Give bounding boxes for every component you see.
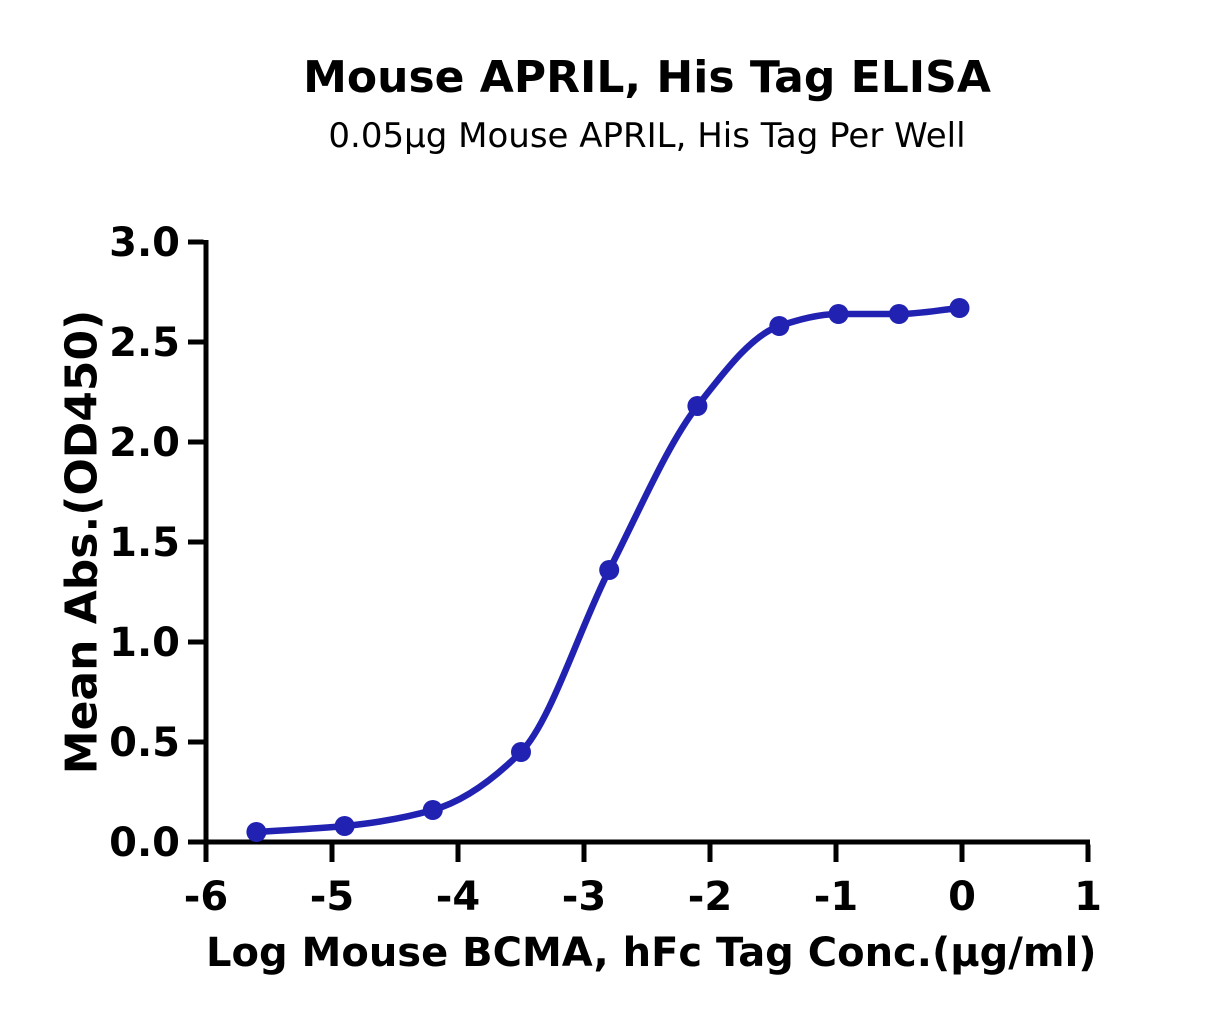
x-ticks: [203, 844, 1091, 862]
y-tick-label: 0.5: [109, 720, 180, 766]
x-tick-label: -6: [184, 874, 228, 920]
axis-lines: [203, 240, 1090, 845]
data-point: [511, 742, 531, 762]
y-tick-label: 3.0: [109, 220, 180, 266]
axes: [203, 240, 1090, 845]
y-ticks: [188, 239, 204, 845]
data-point: [769, 316, 790, 336]
y-tick-label: 1.5: [109, 520, 180, 566]
y-tick-label: 1.0: [109, 620, 180, 666]
x-tick-label: -3: [562, 874, 606, 920]
data-point: [949, 298, 970, 318]
x-tick-label: -2: [688, 874, 732, 920]
data-point: [828, 304, 849, 324]
data-point: [889, 304, 909, 324]
data-point: [687, 396, 708, 416]
x-tick-labels: -6 -5 -4 -3 -2 -1 0 1: [184, 874, 1102, 920]
x-axis-title: Log Mouse BCMA, hFc Tag Conc.(μg/ml): [206, 930, 1097, 976]
data-point: [246, 822, 267, 842]
data-points: [246, 298, 970, 842]
y-tick-label: 2.5: [109, 320, 180, 366]
x-tick-label: -4: [436, 874, 480, 920]
y-tick-label: 2.0: [109, 420, 180, 466]
x-tick-label: -5: [310, 874, 354, 920]
y-tick-labels: 0.0 0.5 1.0 1.5 2.0 2.5 3.0: [109, 220, 180, 866]
data-point: [334, 816, 355, 836]
data-point: [599, 560, 620, 580]
x-tick-label: 0: [948, 874, 976, 920]
chart-title: Mouse APRIL, His Tag ELISA: [303, 52, 991, 103]
x-tick-label: 1: [1074, 874, 1102, 920]
data-point: [422, 800, 443, 820]
y-tick-label: 0.0: [109, 820, 180, 866]
x-tick-label: -1: [814, 874, 858, 920]
chart-subtitle: 0.05μg Mouse APRIL, His Tag Per Well: [328, 116, 966, 156]
